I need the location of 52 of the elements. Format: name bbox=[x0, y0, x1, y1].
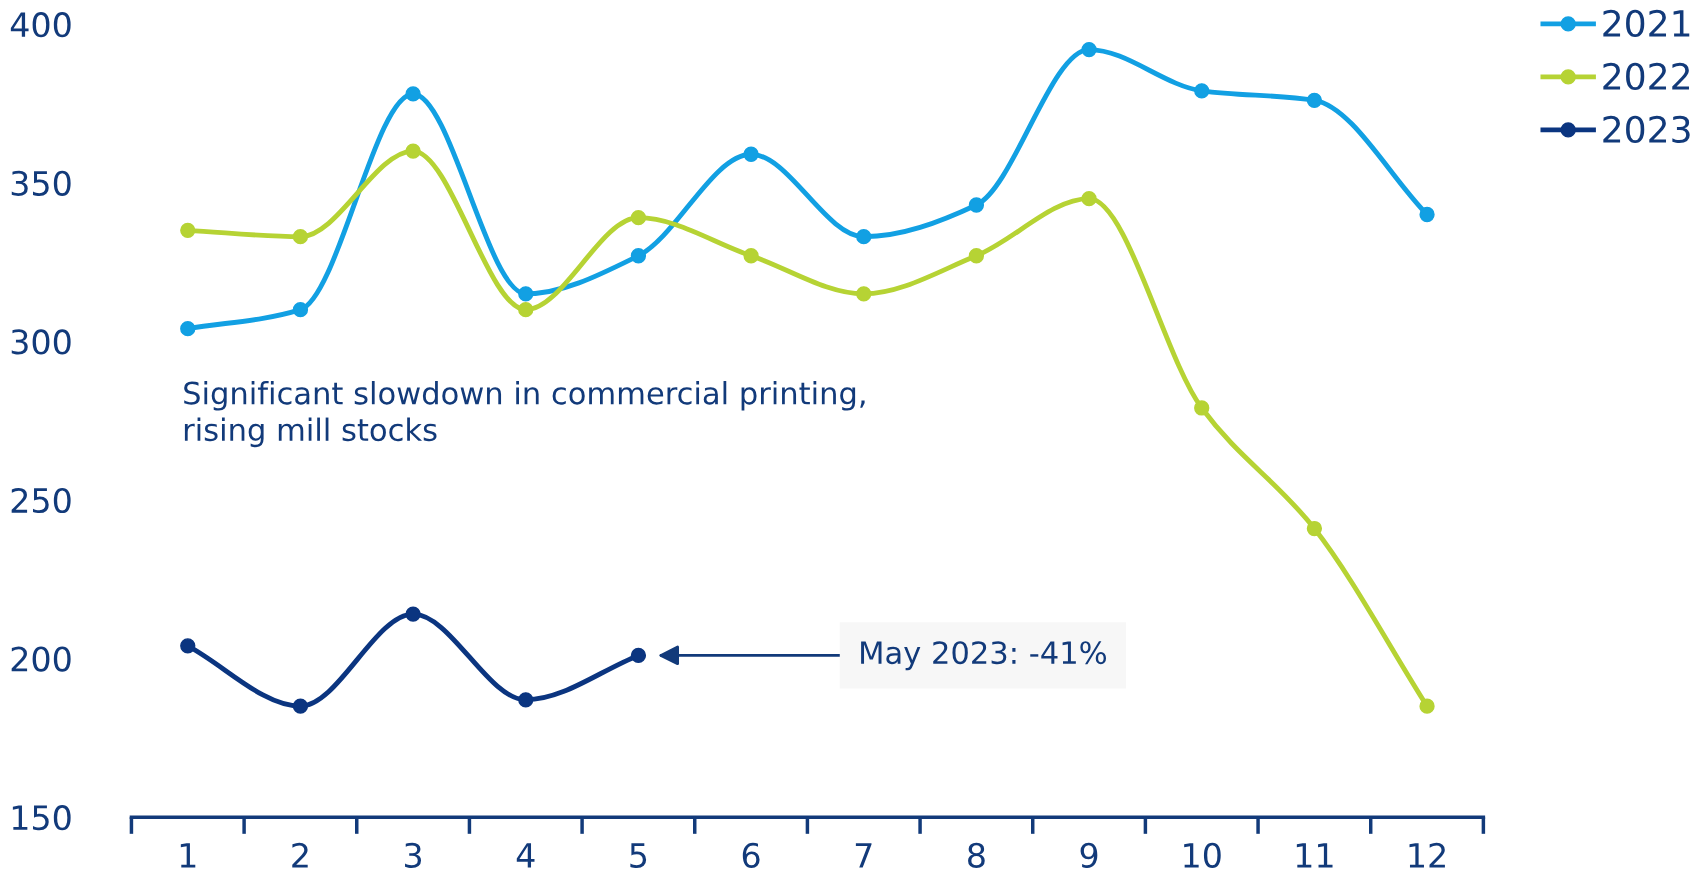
legend-label: 2022 bbox=[1603, 62, 1689, 91]
legend-label: 2021 bbox=[1603, 9, 1690, 38]
annotation: May 2023: -41% bbox=[861, 641, 1107, 671]
x-tick-label: 6 bbox=[742, 842, 760, 868]
point bbox=[1419, 698, 1435, 714]
legend-label: 2023 bbox=[1603, 115, 1690, 144]
point bbox=[518, 692, 534, 708]
x-tick-label: 9 bbox=[1080, 842, 1098, 868]
y-tick-label: 300 bbox=[11, 329, 71, 355]
x-tick-label: 8 bbox=[968, 842, 985, 868]
x-tick-label: 4 bbox=[516, 843, 535, 868]
point bbox=[968, 197, 985, 213]
point bbox=[1194, 400, 1210, 416]
point bbox=[292, 302, 309, 318]
point bbox=[292, 229, 309, 245]
point bbox=[1306, 520, 1323, 537]
x-tick-label: 7 bbox=[855, 843, 872, 868]
x-tick-label: 3 bbox=[405, 842, 422, 868]
point bbox=[968, 248, 985, 264]
point bbox=[630, 210, 647, 226]
point bbox=[743, 248, 759, 264]
y-tick-label: 350 bbox=[11, 170, 71, 196]
x-tick-label: 12 bbox=[1409, 842, 1445, 868]
point bbox=[405, 606, 421, 622]
y-tick-label: 400 bbox=[10, 12, 71, 38]
point bbox=[630, 248, 647, 264]
x-tick-label: 10 bbox=[1184, 842, 1221, 868]
point bbox=[405, 143, 421, 159]
y-tick-label: 200 bbox=[11, 646, 71, 672]
point bbox=[180, 321, 196, 337]
point bbox=[1194, 83, 1210, 99]
point bbox=[856, 286, 872, 302]
point bbox=[405, 86, 421, 102]
annotation: Significant slowdown in commercial printing, rising mill stocks bbox=[184, 381, 865, 448]
point bbox=[630, 647, 647, 664]
y-tick-label: 250 bbox=[11, 487, 71, 514]
point bbox=[743, 146, 759, 162]
x-tick-label: 2 bbox=[292, 842, 308, 868]
y-tick-label: 150 bbox=[12, 805, 71, 831]
point bbox=[518, 302, 534, 318]
x-tick-label: 11 bbox=[1296, 843, 1333, 868]
point bbox=[292, 698, 309, 714]
point bbox=[1081, 191, 1097, 207]
point bbox=[180, 638, 196, 654]
point bbox=[1306, 92, 1323, 108]
x-tick-label: 1 bbox=[180, 843, 196, 868]
point bbox=[856, 229, 872, 245]
point bbox=[1419, 206, 1435, 223]
point bbox=[518, 286, 534, 302]
point bbox=[180, 222, 196, 239]
point bbox=[1081, 41, 1097, 58]
x-tick-label: 5 bbox=[630, 843, 647, 868]
